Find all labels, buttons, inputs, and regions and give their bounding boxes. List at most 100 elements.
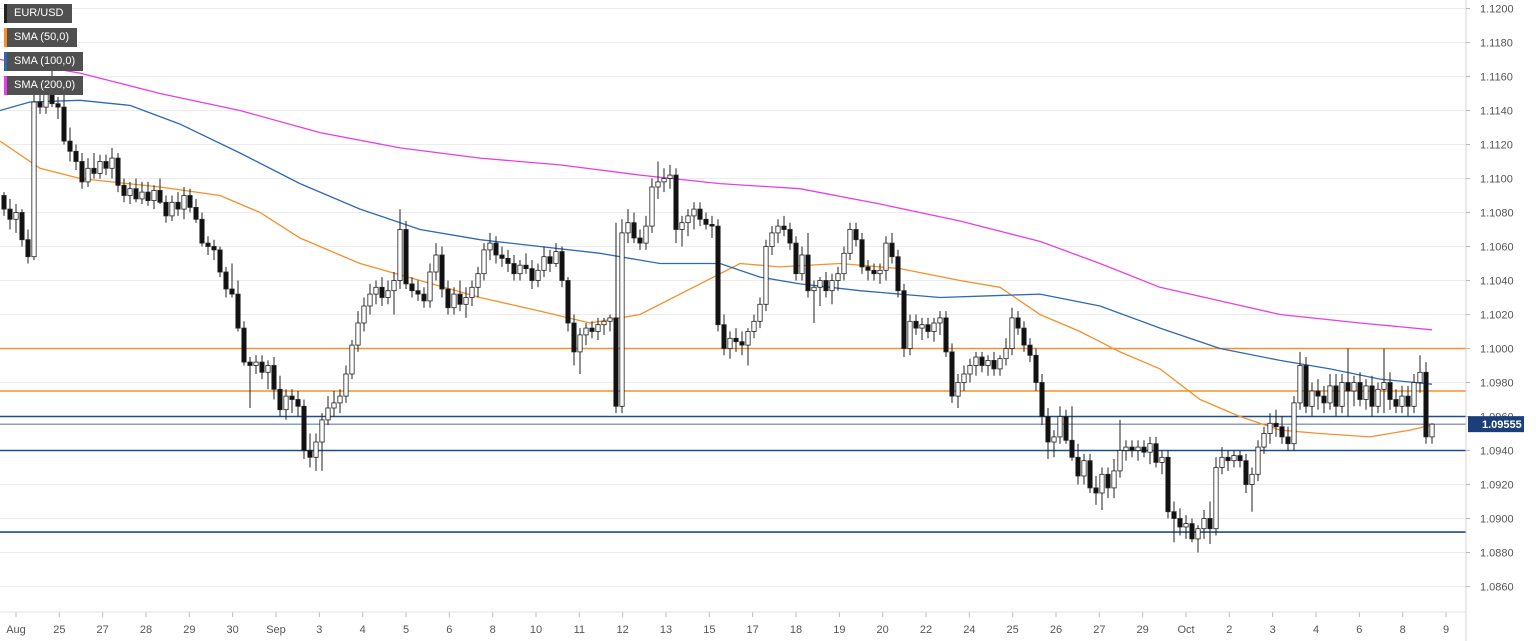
candle-up: [337, 395, 343, 404]
x-tick-label: 13: [660, 624, 672, 636]
candle-down: [793, 242, 799, 275]
candle-up: [13, 212, 19, 220]
x-tick-label: 11: [574, 624, 585, 636]
x-tick-label: 4: [1313, 624, 1319, 636]
candle-down: [91, 167, 97, 174]
candle-down: [805, 254, 811, 292]
candle-down: [301, 405, 307, 451]
candle-down: [199, 218, 205, 244]
x-tick-label: 3: [316, 624, 322, 636]
legend-swatch-eurusd: [4, 4, 7, 23]
candle-down: [547, 256, 553, 264]
x-tick-label: 2: [1226, 624, 1232, 636]
candle-down: [559, 251, 565, 281]
candle-down: [853, 229, 859, 241]
y-tick-label: 1.1200: [1480, 4, 1514, 16]
candle-down: [1225, 456, 1231, 462]
candle-up: [643, 225, 649, 244]
y-tick-label: 1.0940: [1480, 446, 1514, 458]
y-tick-label: 1.1180: [1480, 38, 1513, 50]
x-tick-label: 25: [1007, 624, 1019, 636]
candle-up: [775, 225, 781, 234]
candle-down: [1027, 344, 1033, 356]
candle-up: [967, 365, 973, 375]
candle-down: [439, 254, 445, 290]
candle-up: [391, 280, 397, 292]
candle-down: [1423, 371, 1429, 438]
x-tick-label: 9: [1443, 624, 1449, 636]
candle-down: [739, 341, 745, 346]
legend-label-eurusd: EUR/USD: [14, 7, 64, 19]
candle-up: [385, 290, 391, 298]
legend-item-sma-100[interactable]: SMA (100,0): [4, 52, 84, 71]
candle-down: [1345, 382, 1351, 392]
candle-down: [991, 359, 997, 370]
candle-down: [1171, 511, 1177, 519]
candle-down: [1357, 382, 1363, 400]
candle-up: [463, 297, 469, 305]
y-tick-label: 1.1020: [1480, 310, 1514, 322]
x-tick-label: 10: [530, 624, 542, 636]
candle-down: [1177, 518, 1183, 528]
candle-up: [85, 167, 91, 183]
candle-up: [931, 322, 937, 332]
candle-down: [871, 269, 877, 275]
candle-down: [61, 106, 67, 142]
candle-down: [505, 257, 511, 264]
candle-down: [205, 242, 211, 247]
candle-up: [1309, 390, 1315, 407]
candle-up: [1249, 473, 1255, 485]
x-axis-labels: Aug 25 27 28 29 30 Sep 3 4 5 6 8 10 11 12 13 15 17 18 19 20 2…: [0, 611, 1466, 636]
candle-down: [1273, 422, 1279, 428]
candle-down: [133, 188, 139, 200]
candle-up: [451, 293, 457, 309]
candle-up: [349, 344, 355, 375]
candle-up: [1231, 455, 1237, 462]
candle-up: [583, 327, 589, 336]
x-tick-label: 6: [1356, 624, 1362, 636]
y-tick-label: 1.1140: [1480, 106, 1513, 118]
candle-down: [1243, 460, 1249, 485]
x-tick-label: 19: [833, 624, 845, 636]
candle-down: [145, 191, 151, 202]
current-price-tag: 1.09555: [1468, 416, 1524, 433]
y-tick-label: 1.0900: [1480, 514, 1514, 526]
candle-up: [607, 317, 613, 322]
legend-item-eurusd[interactable]: EUR/USD: [4, 4, 72, 23]
candle-down: [307, 450, 313, 458]
candle-up: [169, 201, 175, 217]
candle-up: [763, 246, 769, 305]
candle-up: [619, 232, 625, 407]
candle-down: [445, 288, 451, 309]
candle-down: [121, 184, 127, 196]
candle-up: [685, 215, 691, 224]
x-tick-label: 30: [227, 624, 239, 636]
candle-up: [325, 407, 331, 421]
legend-item-sma-200[interactable]: SMA (200,0): [4, 76, 84, 95]
candle-up: [481, 249, 487, 275]
candle-down: [613, 317, 619, 407]
candle-down: [631, 222, 637, 239]
candle-down: [1105, 473, 1111, 489]
candle-down: [1075, 456, 1081, 477]
candle-down: [1315, 390, 1321, 397]
candle-up: [373, 286, 379, 295]
candle-up: [1411, 382, 1417, 407]
candle-down: [1279, 426, 1285, 438]
legend-label-sma-200: SMA (200,0): [14, 79, 76, 91]
candle-up: [1399, 395, 1405, 407]
candle-down: [1045, 416, 1051, 443]
candle-up: [841, 252, 847, 275]
candle-up: [1159, 456, 1165, 463]
legend-item-sma-50[interactable]: SMA (50,0): [4, 28, 78, 47]
candle-down: [889, 242, 895, 258]
legend-label-sma-50: SMA (50,0): [14, 31, 70, 43]
candle-up: [1135, 446, 1141, 451]
candle-down: [901, 290, 907, 349]
candle-down: [565, 280, 571, 324]
x-tick-label: Aug: [6, 624, 26, 636]
candle-up: [727, 337, 733, 349]
candle-up: [319, 419, 325, 443]
